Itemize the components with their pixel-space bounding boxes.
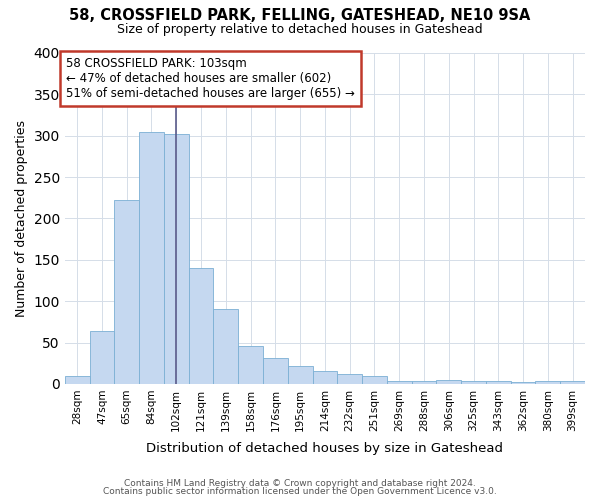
Bar [511, 382, 535, 384]
Bar [188, 268, 214, 384]
Bar [560, 380, 585, 384]
Bar [535, 382, 560, 384]
Bar [412, 380, 436, 384]
Bar [238, 346, 263, 384]
Text: 58 CROSSFIELD PARK: 103sqm
← 47% of detached houses are smaller (602)
51% of sem: 58 CROSSFIELD PARK: 103sqm ← 47% of deta… [66, 57, 355, 100]
Bar [387, 380, 412, 384]
Y-axis label: Number of detached properties: Number of detached properties [15, 120, 28, 317]
Text: 58, CROSSFIELD PARK, FELLING, GATESHEAD, NE10 9SA: 58, CROSSFIELD PARK, FELLING, GATESHEAD,… [70, 8, 530, 22]
Bar [89, 331, 115, 384]
Bar [486, 382, 511, 384]
Bar [115, 200, 139, 384]
Bar [362, 376, 387, 384]
Text: Contains public sector information licensed under the Open Government Licence v3: Contains public sector information licen… [103, 487, 497, 496]
Bar [436, 380, 461, 384]
Bar [288, 366, 313, 384]
Text: Size of property relative to detached houses in Gateshead: Size of property relative to detached ho… [117, 24, 483, 36]
Bar [65, 376, 89, 384]
Bar [461, 382, 486, 384]
Bar [164, 134, 188, 384]
Bar [263, 358, 288, 384]
Bar [214, 310, 238, 384]
Bar [139, 132, 164, 384]
Bar [337, 374, 362, 384]
Bar [313, 372, 337, 384]
Text: Contains HM Land Registry data © Crown copyright and database right 2024.: Contains HM Land Registry data © Crown c… [124, 478, 476, 488]
X-axis label: Distribution of detached houses by size in Gateshead: Distribution of detached houses by size … [146, 442, 503, 455]
